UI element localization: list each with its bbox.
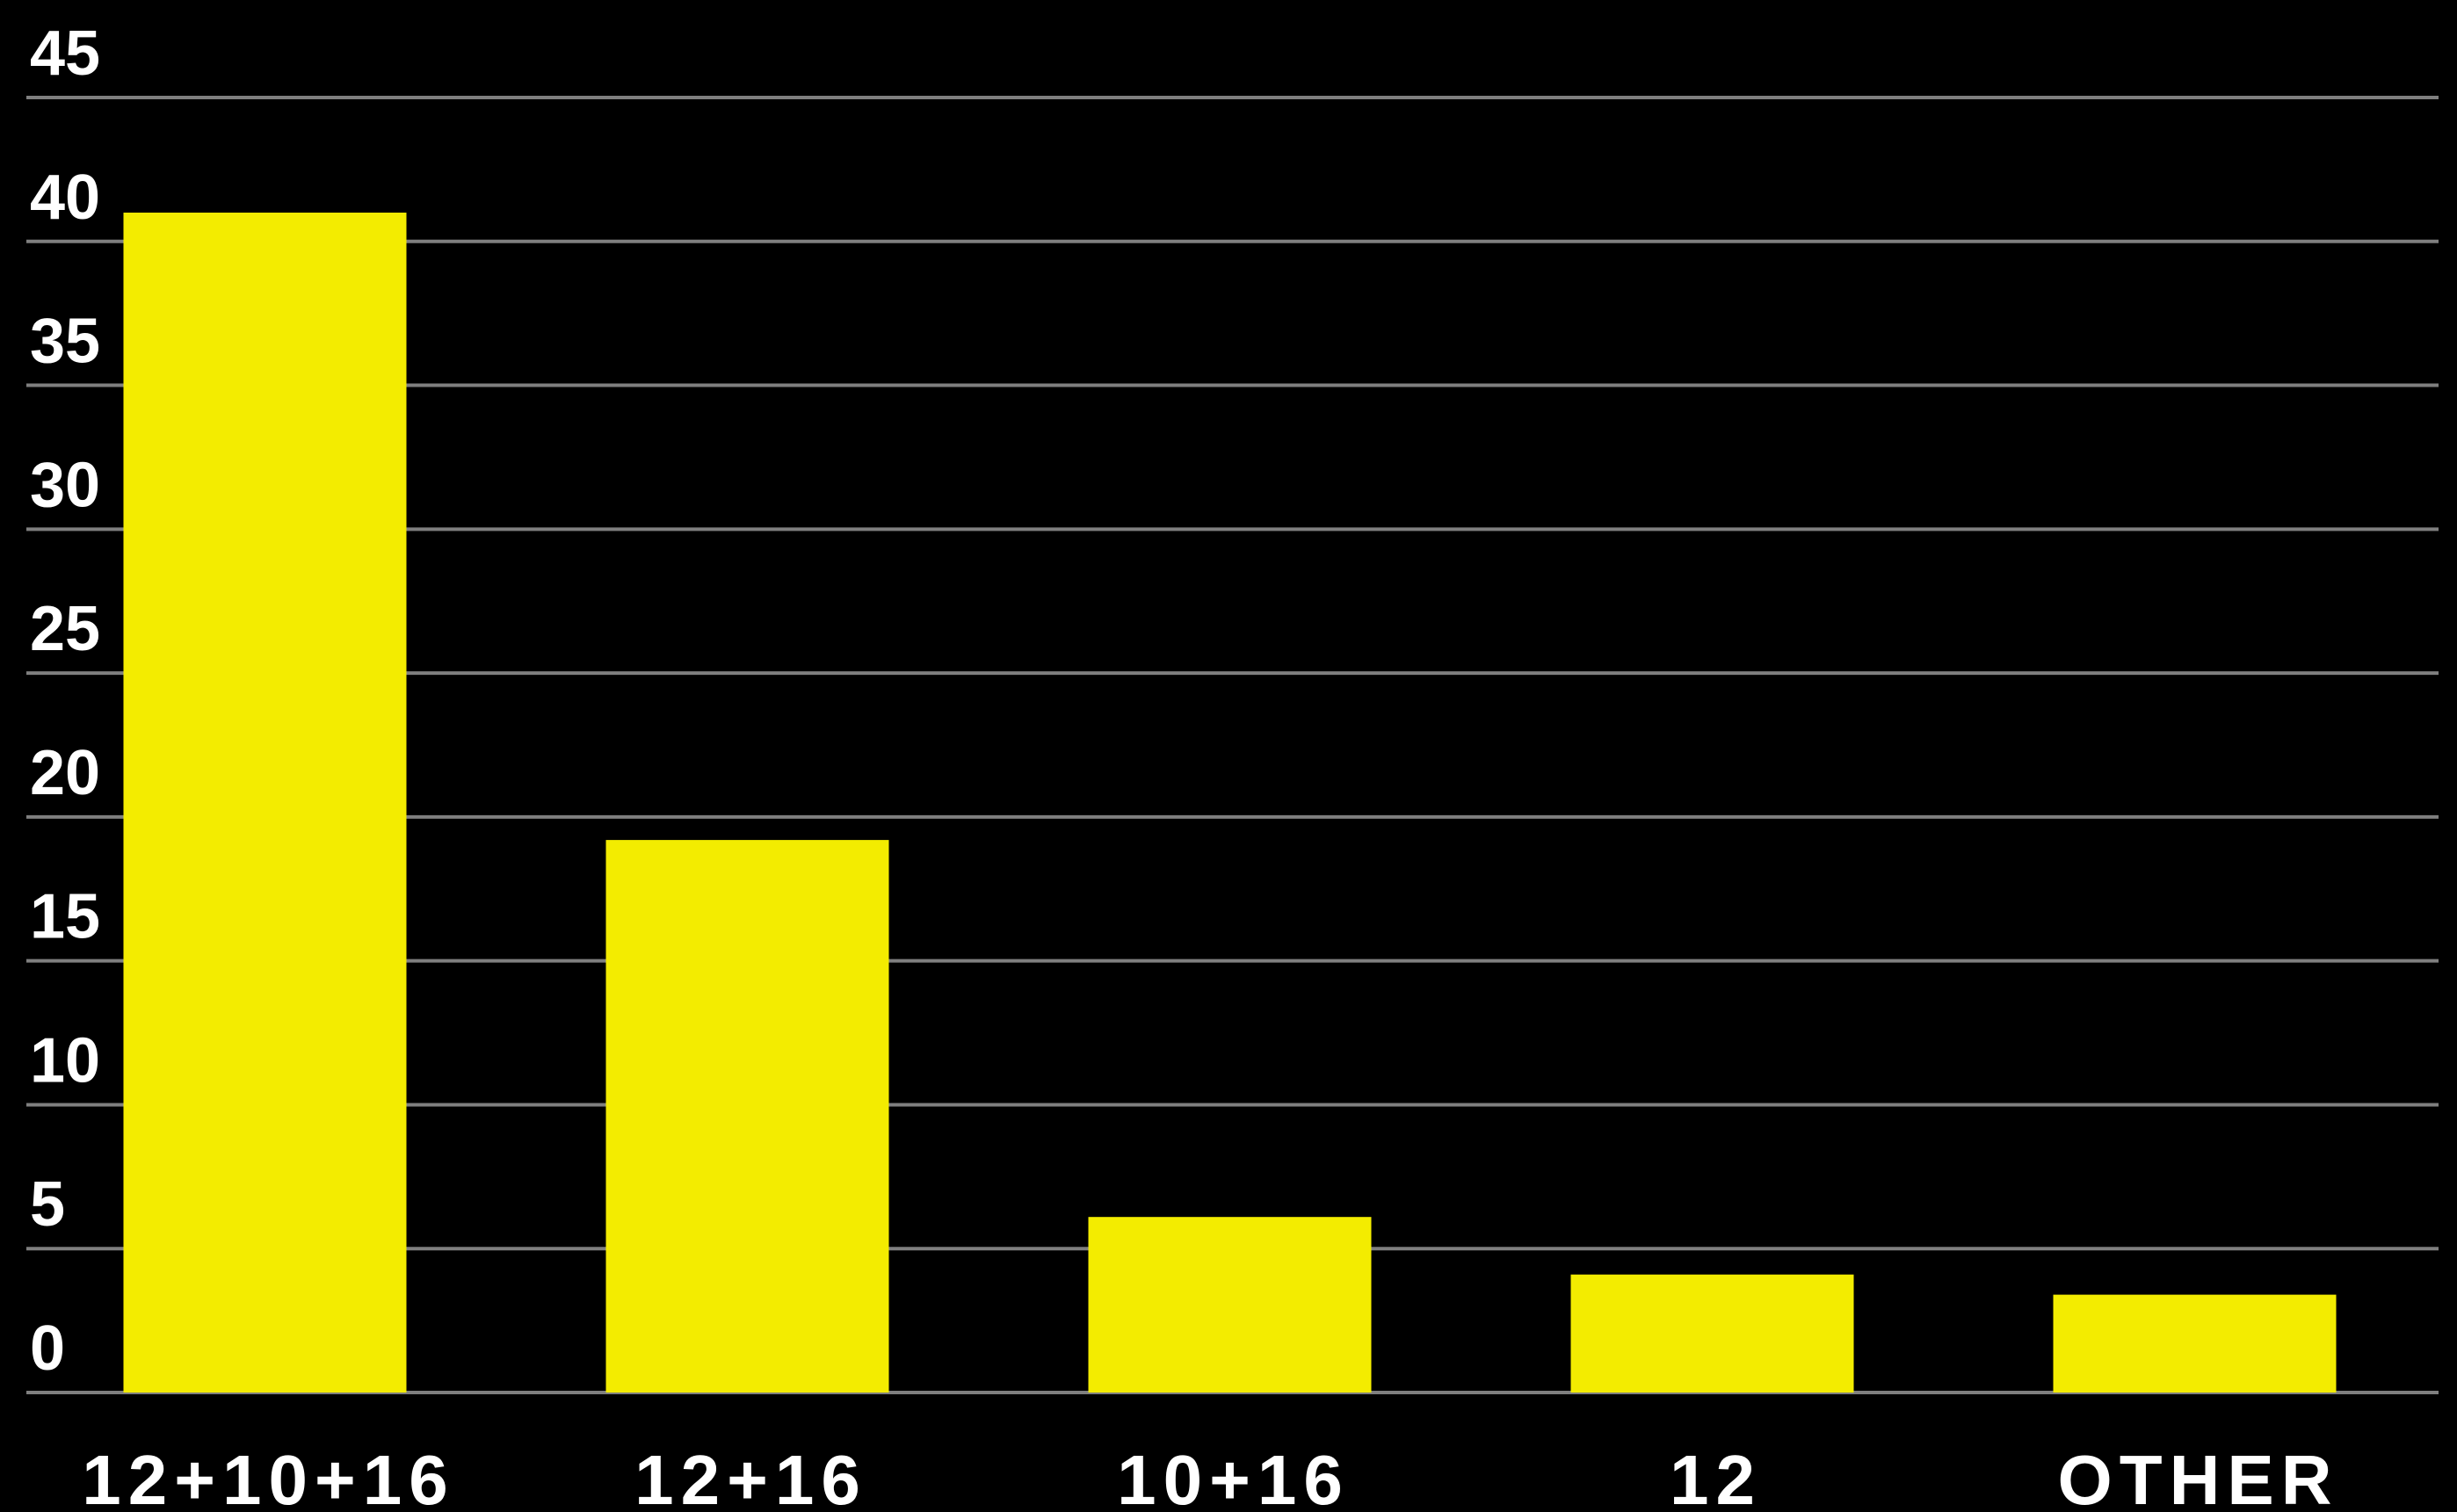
y-tick-label: 35 <box>30 307 100 377</box>
y-tick-label: 0 <box>30 1313 65 1384</box>
x-category-label: OTHER <box>2058 1441 2339 1512</box>
bar-OTHER <box>2053 1294 2337 1393</box>
x-category-label: 12+10+16 <box>82 1441 454 1512</box>
bar-12+10+16 <box>123 213 407 1393</box>
y-tick-label: 15 <box>30 882 100 952</box>
bar-12 <box>1570 1274 1854 1393</box>
y-tick-label: 45 <box>30 18 100 89</box>
bars <box>123 213 2337 1393</box>
bar-12+16 <box>605 840 889 1393</box>
y-axis-tick-labels: 0 5 10 15 20 25 30 35 40 45 <box>30 18 100 1384</box>
bar-10+16 <box>1088 1217 1372 1393</box>
y-tick-label: 10 <box>30 1025 100 1096</box>
x-axis-category-labels: 12+10+16 12+16 10+16 12 OTHER <box>82 1441 2339 1512</box>
x-category-label: 12+16 <box>634 1441 867 1512</box>
y-tick-label: 40 <box>30 163 100 233</box>
x-category-label: 10+16 <box>1117 1441 1350 1512</box>
y-tick-label: 25 <box>30 594 100 664</box>
x-category-label: 12 <box>1670 1441 1762 1512</box>
y-tick-label: 30 <box>30 450 100 520</box>
y-tick-label: 20 <box>30 738 100 808</box>
y-tick-label: 5 <box>30 1169 65 1240</box>
